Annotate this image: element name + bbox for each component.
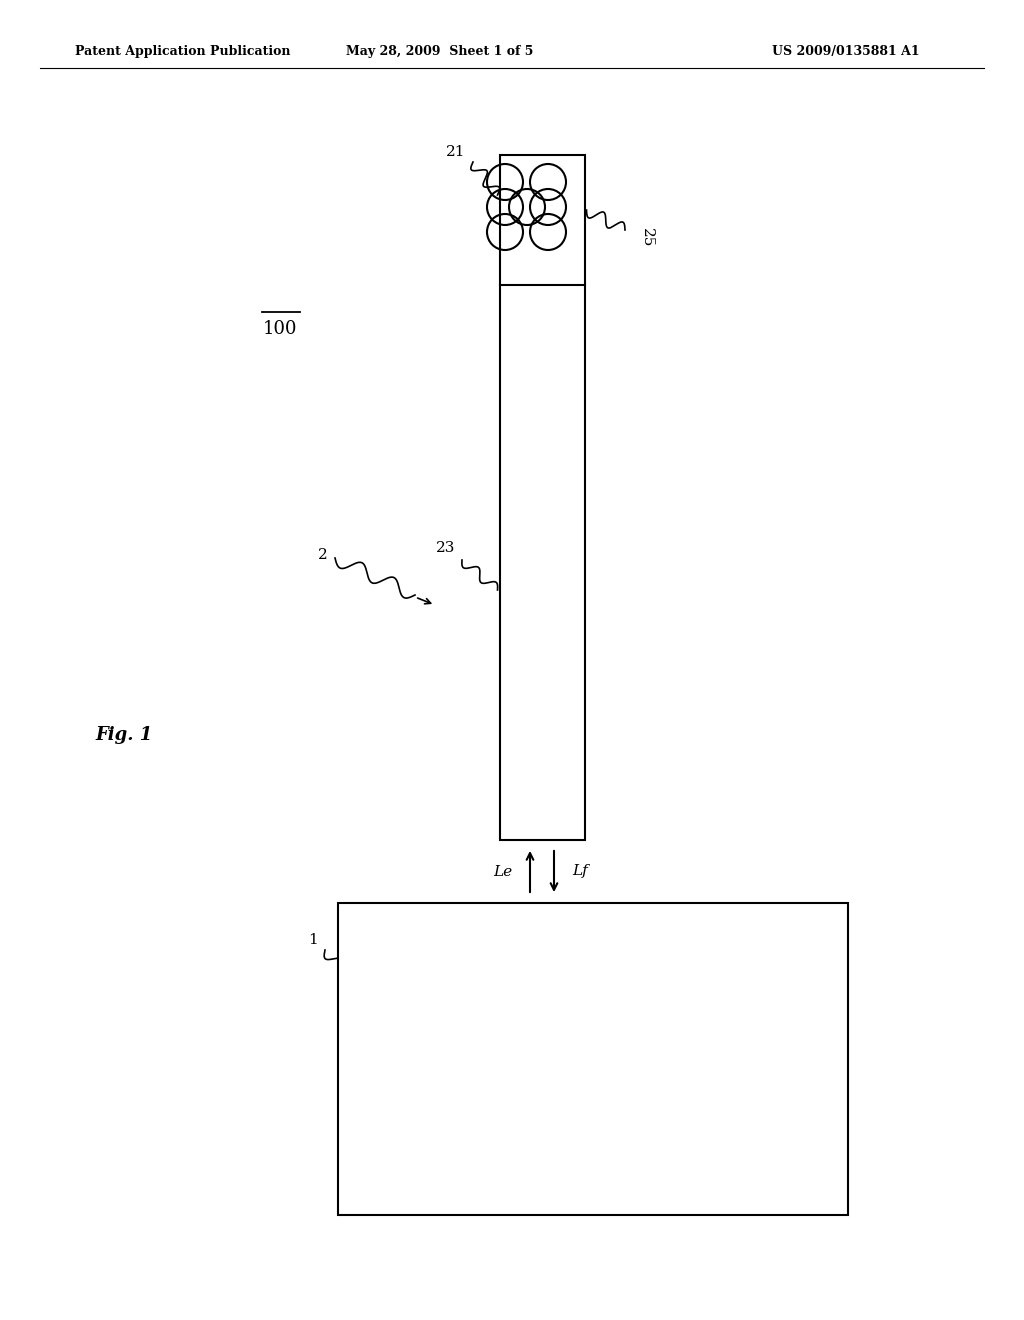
Text: 100: 100 [263, 319, 297, 338]
Text: 23: 23 [435, 541, 455, 554]
Text: Le: Le [493, 865, 512, 879]
Text: 2: 2 [318, 548, 328, 562]
Text: 25: 25 [640, 228, 654, 248]
Text: Patent Application Publication: Patent Application Publication [75, 45, 291, 58]
Bar [338, 903, 848, 1214]
Text: 1: 1 [308, 933, 318, 946]
Text: Fig. 1: Fig. 1 [95, 726, 153, 744]
FancyBboxPatch shape [500, 154, 585, 840]
Text: US 2009/0135881 A1: US 2009/0135881 A1 [772, 45, 920, 58]
Text: 21: 21 [445, 145, 465, 158]
Text: May 28, 2009  Sheet 1 of 5: May 28, 2009 Sheet 1 of 5 [346, 45, 534, 58]
Text: Lf: Lf [572, 865, 588, 879]
